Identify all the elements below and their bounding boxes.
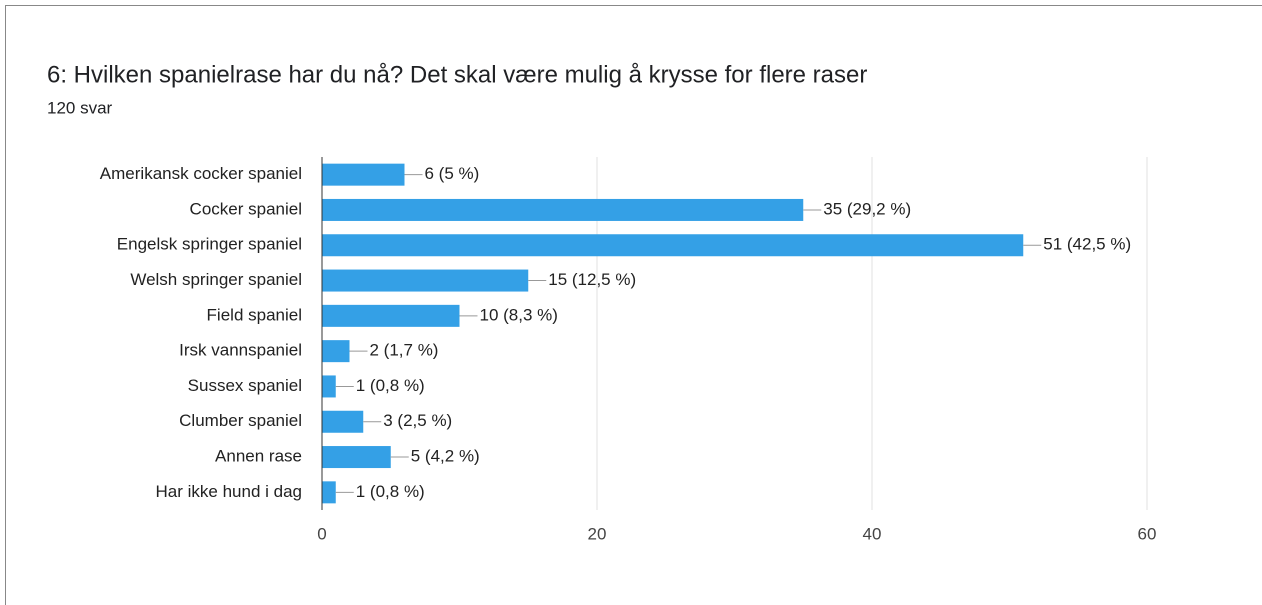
bar [322,410,364,433]
bar [322,304,460,327]
bar [322,198,804,221]
bar [322,234,1024,257]
bar [322,269,529,292]
value-label: 2 (1,7 %) [370,341,439,360]
y-tick-label: Sussex spaniel [188,376,302,395]
bar [322,340,350,363]
value-label: 6 (5 %) [425,164,480,183]
x-tick-label: 0 [317,524,326,543]
card [5,5,1262,605]
value-label: 10 (8,3 %) [480,305,558,324]
y-tick-label: Welsh springer spaniel [130,270,302,289]
y-tick-label: Annen rase [215,447,302,466]
chart-title: 6: Hvilken spanielrase har du nå? Det sk… [47,61,867,88]
bar [322,163,405,186]
value-label: 35 (29,2 %) [823,199,911,218]
value-label: 1 (0,8 %) [356,376,425,395]
bar [322,375,336,398]
y-tick-label: Clumber spaniel [179,411,302,430]
bar [322,481,336,504]
value-label: 3 (2,5 %) [383,411,452,430]
value-label: 15 (12,5 %) [548,270,636,289]
y-tick-label: Field spaniel [207,305,302,324]
value-label: 5 (4,2 %) [411,447,480,466]
y-tick-label: Cocker spaniel [190,199,302,218]
y-tick-label: Engelsk springer spaniel [117,235,302,254]
x-tick-label: 60 [1138,524,1157,543]
y-tick-label: Har ikke hund i dag [156,482,302,501]
y-tick-label: Irsk vannspaniel [179,341,302,360]
value-label: 1 (0,8 %) [356,482,425,501]
value-label: 51 (42,5 %) [1043,235,1131,254]
bar [322,446,391,469]
x-tick-label: 40 [863,524,882,543]
x-tick-label: 20 [588,524,607,543]
y-tick-label: Amerikansk cocker spaniel [100,164,302,183]
chart-subtitle: 120 svar [47,98,113,117]
